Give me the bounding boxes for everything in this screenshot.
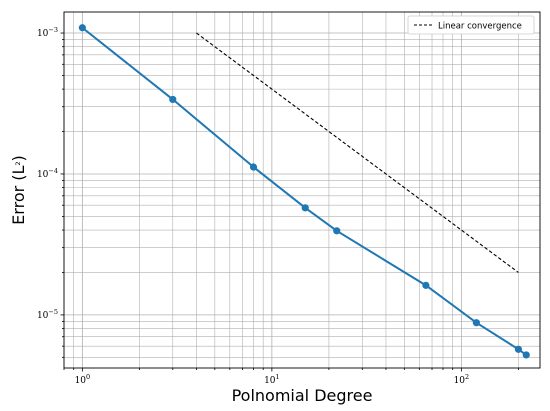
reference-line-linear-convergence <box>196 32 519 273</box>
error-series-line <box>81 26 527 356</box>
data-point-1 <box>169 95 177 104</box>
y-tick-label: 10−3 <box>37 26 58 39</box>
data-point-0 <box>78 24 86 32</box>
legend-label-linear-convergence: Linear convergence <box>438 22 522 32</box>
data-point-7 <box>514 345 523 353</box>
x-tick-label: 100 <box>75 373 91 386</box>
data-point-6 <box>472 319 480 327</box>
x-axis-label: Polnomial Degree <box>232 386 373 405</box>
x-tick-label: 102 <box>454 373 470 386</box>
y-tick-label: 10−5 <box>37 308 58 321</box>
data-point-4 <box>333 227 341 235</box>
data-point-2 <box>249 163 258 171</box>
data-point-3 <box>301 204 309 212</box>
x-tick-label: 101 <box>264 373 280 386</box>
legend-box <box>407 15 535 35</box>
plot-frame <box>63 11 541 369</box>
grid <box>63 12 540 368</box>
legend: Linear convergence <box>407 15 535 35</box>
axis-ticks: 100 101 102 10−5 10−4 10−3 <box>37 26 519 386</box>
data-point-8 <box>522 351 530 359</box>
data-point-5 <box>422 281 430 289</box>
y-axis-label: Error (L2) <box>9 155 28 225</box>
plot-series <box>78 24 530 359</box>
y-tick-label: 10−4 <box>37 167 58 180</box>
